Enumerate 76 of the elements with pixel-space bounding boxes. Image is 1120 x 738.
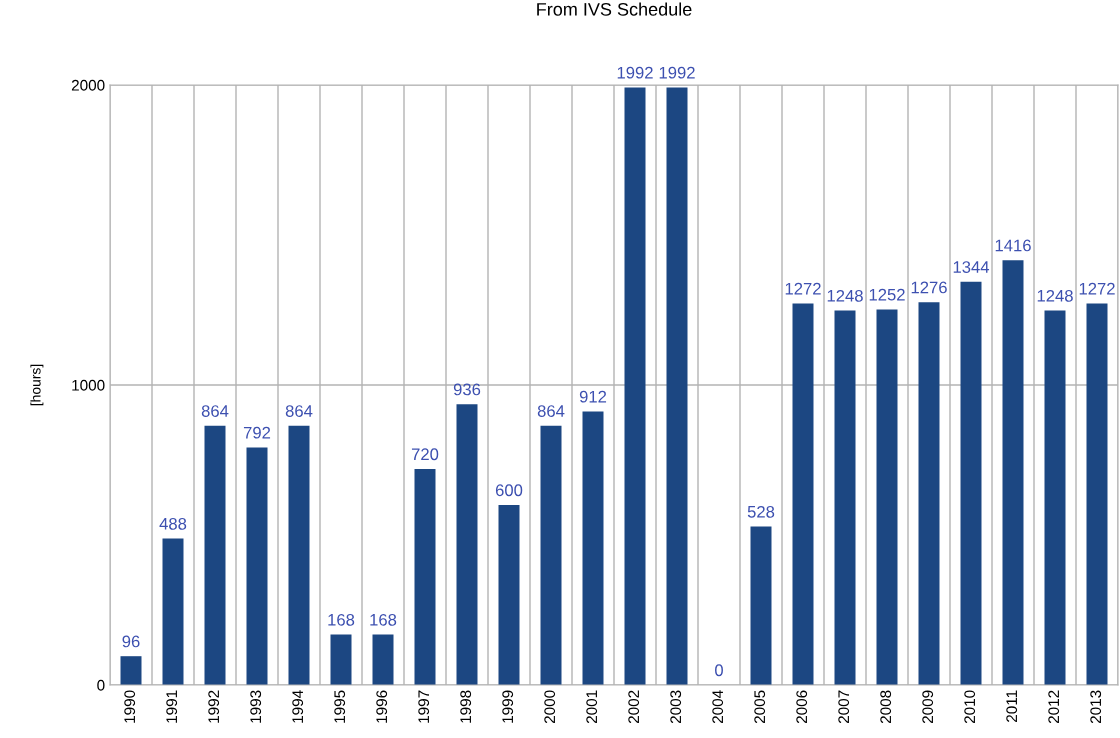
x-tick-label: 1997 — [418, 690, 430, 723]
x-tick-label: 2013 — [1090, 690, 1102, 724]
data-label: 96 — [122, 635, 140, 648]
data-label: 168 — [328, 613, 355, 626]
data-label: 864 — [537, 405, 565, 417]
data-label: 792 — [243, 426, 271, 439]
bar — [960, 281, 982, 685]
x-tick-label: 2006 — [796, 690, 808, 724]
x-tick-label: 1991 — [166, 690, 178, 723]
bar — [582, 411, 604, 685]
bar — [498, 505, 520, 685]
bar — [246, 447, 268, 685]
x-tick-label: 2012 — [1048, 690, 1060, 724]
data-label: 912 — [579, 390, 607, 403]
x-tick-label: 2000 — [544, 690, 556, 724]
bar — [330, 634, 352, 685]
x-tick-label: 2009 — [922, 690, 934, 724]
data-label: 1276 — [911, 281, 947, 294]
data-label: 1992 — [617, 66, 653, 79]
bar — [1086, 303, 1108, 685]
data-label: 1344 — [953, 261, 990, 273]
y-tick-label: 0 — [97, 679, 105, 691]
data-label: 528 — [747, 505, 775, 518]
bar — [1002, 260, 1024, 685]
data-label: 720 — [411, 448, 439, 461]
x-tick-label: 1995 — [334, 690, 346, 723]
bar — [414, 469, 436, 685]
x-tick-label: 2001 — [586, 690, 598, 724]
bar — [918, 302, 940, 685]
x-tick-label: 1994 — [292, 690, 304, 723]
x-tick-label: 2010 — [964, 690, 976, 724]
x-tick-label: 1998 — [460, 690, 472, 723]
bar — [750, 526, 772, 685]
data-label: 936 — [453, 383, 481, 396]
bar — [288, 425, 310, 685]
x-tick-label: 1993 — [250, 690, 262, 723]
y-tick-label: 2000 — [71, 79, 105, 91]
data-label: 1272 — [785, 282, 821, 295]
x-tick-label: 2008 — [880, 690, 892, 724]
bar — [876, 309, 898, 685]
bar — [372, 634, 394, 685]
bar — [204, 425, 226, 685]
chart-title: From IVS Schedule — [537, 2, 692, 16]
bar — [834, 310, 856, 685]
bar — [120, 656, 142, 685]
data-label: 0 — [715, 664, 723, 677]
x-tick-label: 1990 — [124, 690, 136, 723]
data-label: 1272 — [1079, 282, 1115, 295]
x-tick-label: 2004 — [712, 690, 724, 724]
data-label: 1248 — [827, 289, 863, 302]
bar — [666, 87, 688, 685]
x-tick-label: 1992 — [208, 690, 220, 723]
data-label: 1992 — [659, 66, 695, 79]
y-tick-label: 1000 — [72, 379, 105, 391]
data-label: 864 — [201, 405, 229, 417]
data-label: 1416 — [995, 239, 1031, 252]
x-tick-label: 1999 — [502, 690, 514, 723]
bar — [456, 404, 478, 685]
x-tick-label: 1996 — [376, 690, 388, 723]
data-label: 600 — [495, 484, 523, 497]
data-label: 1248 — [1037, 289, 1073, 302]
data-label: 1252 — [869, 288, 905, 301]
bar — [624, 87, 646, 685]
x-tick-label: 2007 — [838, 690, 850, 724]
bar — [540, 425, 562, 685]
data-label: 864 — [285, 405, 313, 417]
x-tick-label: 2005 — [754, 690, 766, 724]
y-axis-title: [hours] — [30, 364, 44, 406]
bar — [162, 538, 184, 685]
bar — [792, 303, 814, 685]
data-label: 488 — [159, 517, 187, 530]
x-tick-label: 2003 — [670, 690, 682, 724]
data-label: 168 — [370, 613, 397, 626]
x-tick-label: 2002 — [628, 690, 640, 724]
bar — [1044, 310, 1066, 685]
x-tick-label: 2011 — [1006, 690, 1018, 722]
